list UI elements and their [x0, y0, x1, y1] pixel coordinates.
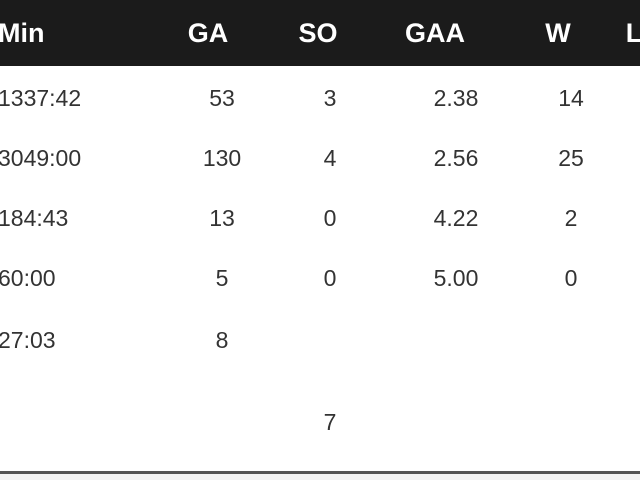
- table-cell: 0: [564, 265, 578, 291]
- column-header: W: [545, 18, 571, 48]
- column-header: SO: [298, 18, 338, 48]
- column-header: Min: [0, 18, 45, 48]
- table-cell: 7: [323, 409, 337, 435]
- table-cell: 4: [323, 145, 337, 171]
- column-header: GA: [187, 18, 229, 48]
- table-cell: 1337:42: [0, 85, 82, 111]
- table-cell: 3: [323, 85, 337, 111]
- table-border: [0, 471, 640, 474]
- table-cell: 0: [323, 265, 337, 291]
- column-header: L: [625, 18, 640, 48]
- page-background: [0, 474, 640, 480]
- table-cell: 2.38: [433, 85, 479, 111]
- table-cell: 0: [323, 205, 337, 231]
- column-header: GAA: [405, 18, 465, 48]
- table-cell: 184:43: [0, 205, 69, 231]
- table-cell: 2: [564, 205, 578, 231]
- table-cell: 53: [209, 85, 235, 111]
- table-cell: 27:03: [0, 327, 56, 353]
- table-cell: 5.00: [433, 265, 479, 291]
- table-cell: 14: [558, 85, 584, 111]
- table-cell: 8: [215, 327, 229, 353]
- table-cell: 3049:00: [0, 145, 82, 171]
- table-cell: 25: [558, 145, 584, 171]
- table-header: [0, 0, 640, 66]
- table-cell: 5: [215, 265, 229, 291]
- table-cell: 2.56: [433, 145, 479, 171]
- table-cell: 13: [209, 205, 235, 231]
- table-cell: 4.22: [433, 205, 479, 231]
- table-cell: 60:00: [0, 265, 56, 291]
- table-cell: 130: [202, 145, 242, 171]
